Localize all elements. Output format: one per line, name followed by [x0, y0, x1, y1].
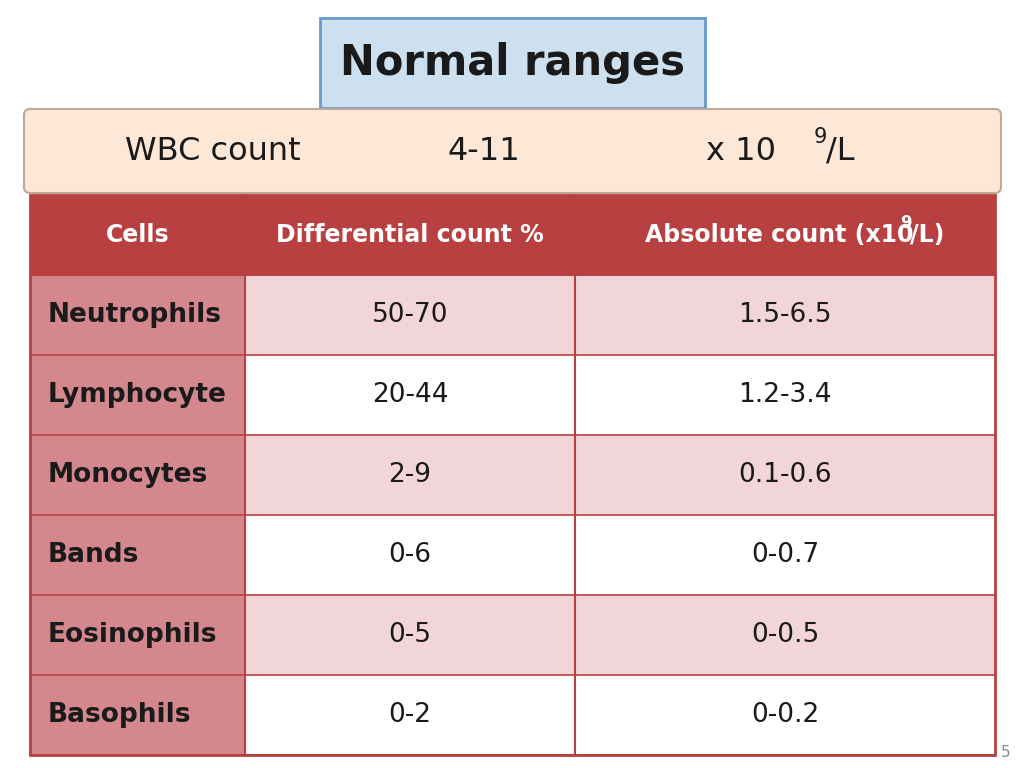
- Text: 9: 9: [813, 127, 826, 147]
- Bar: [30, 595, 245, 675]
- Text: 5: 5: [1000, 745, 1010, 760]
- FancyBboxPatch shape: [319, 18, 705, 108]
- Bar: [245, 355, 575, 435]
- Bar: [575, 275, 995, 355]
- Text: WBC count: WBC count: [125, 135, 301, 167]
- Text: 50-70: 50-70: [372, 302, 449, 328]
- Text: Monocytes: Monocytes: [48, 462, 208, 488]
- Text: Cells: Cells: [105, 223, 169, 247]
- Bar: [245, 275, 575, 355]
- Bar: [30, 675, 245, 755]
- Text: 0-0.5: 0-0.5: [751, 622, 819, 648]
- Bar: [30, 355, 245, 435]
- Bar: [245, 675, 575, 755]
- Bar: [575, 355, 995, 435]
- Text: 20-44: 20-44: [372, 382, 449, 408]
- Text: 0-0.2: 0-0.2: [751, 702, 819, 728]
- Bar: [575, 675, 995, 755]
- Text: 0.1-0.6: 0.1-0.6: [738, 462, 831, 488]
- Text: Absolute count (x10: Absolute count (x10: [645, 223, 913, 247]
- Text: 1.5-6.5: 1.5-6.5: [738, 302, 831, 328]
- Text: /L): /L): [910, 223, 944, 247]
- Text: 0-0.7: 0-0.7: [751, 542, 819, 568]
- Bar: [575, 515, 995, 595]
- Text: /L: /L: [825, 135, 854, 167]
- Text: 1.2-3.4: 1.2-3.4: [738, 382, 831, 408]
- Text: 2-9: 2-9: [388, 462, 431, 488]
- Text: 0-2: 0-2: [388, 702, 431, 728]
- Text: 4-11: 4-11: [447, 135, 520, 167]
- Bar: [245, 435, 575, 515]
- Text: 0-6: 0-6: [388, 542, 431, 568]
- Bar: [245, 515, 575, 595]
- Bar: [575, 595, 995, 675]
- Text: Normal ranges: Normal ranges: [340, 42, 685, 84]
- Bar: [30, 195, 995, 755]
- Bar: [30, 195, 995, 275]
- Text: Lymphocyte: Lymphocyte: [48, 382, 227, 408]
- FancyBboxPatch shape: [24, 109, 1001, 193]
- Bar: [30, 275, 245, 355]
- Bar: [30, 435, 245, 515]
- Text: x 10: x 10: [706, 135, 775, 167]
- Text: 9: 9: [900, 214, 911, 232]
- Text: Basophils: Basophils: [48, 702, 191, 728]
- Bar: [245, 595, 575, 675]
- Text: 0-5: 0-5: [388, 622, 431, 648]
- Text: Eosinophils: Eosinophils: [48, 622, 217, 648]
- Text: Bands: Bands: [48, 542, 139, 568]
- Text: Differential count %: Differential count %: [276, 223, 544, 247]
- Bar: [575, 435, 995, 515]
- Text: Neutrophils: Neutrophils: [48, 302, 222, 328]
- Bar: [30, 515, 245, 595]
